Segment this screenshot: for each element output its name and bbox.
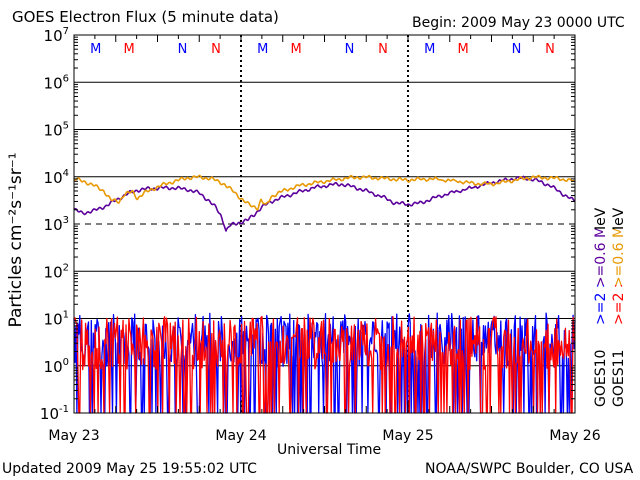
y-tick-label: 101 xyxy=(44,310,69,329)
legend-goes11-label: GOES11 xyxy=(611,349,627,407)
y-axis-label: Particles cm⁻²s⁻¹sr⁻¹ xyxy=(6,152,26,328)
data-series xyxy=(73,174,576,414)
x-tick-label: May 26 xyxy=(549,428,600,444)
midnight-marker: M xyxy=(257,42,268,57)
y-tick-base: 10 xyxy=(44,216,63,234)
noon-marker: N xyxy=(512,42,522,57)
y-tick-base: 10 xyxy=(44,263,63,281)
series--2-mev-goes11 xyxy=(73,315,576,414)
y-tick-base: 10 xyxy=(44,311,63,329)
y-tick-label: 10-1 xyxy=(40,404,69,423)
x-axis-label: Universal Time xyxy=(277,442,382,458)
noon-marker: N xyxy=(378,42,388,57)
grid-lines xyxy=(74,81,575,367)
midnight-marker: M xyxy=(291,42,302,57)
midnight-marker: M xyxy=(90,42,101,57)
noon-marker: N xyxy=(345,42,355,57)
noon-marker: N xyxy=(545,42,555,57)
y-tick-base: 10 xyxy=(44,169,63,187)
y-tick-base: 10 xyxy=(44,358,63,376)
noon-marker: N xyxy=(211,42,221,57)
series--0-6-mev-goes10 xyxy=(73,175,576,232)
series--0-6-mev-goes11 xyxy=(73,174,576,211)
y-tick-exponent: 7 xyxy=(63,26,69,37)
y-tick-exponent: 0 xyxy=(63,357,69,368)
y-tick-exponent: 5 xyxy=(63,121,69,132)
noon-marker: N xyxy=(178,42,188,57)
midnight-marker: M xyxy=(124,42,135,57)
y-tick-base: 10 xyxy=(44,122,63,140)
x-tick-label: May 23 xyxy=(48,428,99,444)
legend-rotator: GOES10 >=2 >=0.6 MeV GOES11 >=2 >=0.6 Me… xyxy=(592,157,628,407)
midnight-marker: M xyxy=(458,42,469,57)
x-tick-label: May 25 xyxy=(382,428,433,444)
y-tick-base: 10 xyxy=(44,27,63,45)
y-tick-label: 105 xyxy=(44,121,69,140)
updated-timestamp: Updated 2009 May 25 19:55:02 UTC xyxy=(2,461,257,477)
legend-row-goes10: GOES10 >=2 >=0.6 MeV xyxy=(592,157,610,407)
x-tick-label: May 24 xyxy=(215,428,266,444)
y-tick-exponent: 2 xyxy=(63,262,69,273)
y-tick-label: 104 xyxy=(44,168,69,187)
y-tick-exponent: 4 xyxy=(63,168,69,179)
y-tick-label: 100 xyxy=(44,357,69,376)
y-tick-exponent: -1 xyxy=(59,404,69,415)
y-tick-exponent: 6 xyxy=(63,73,69,84)
y-tick-label: 103 xyxy=(44,215,69,234)
midnight-marker: M xyxy=(424,42,435,57)
legend-goes10-mev: >=2 >=0.6 MeV xyxy=(593,207,609,325)
y-tick-base: 10 xyxy=(40,405,59,423)
chart-title: GOES Electron Flux (5 minute data) xyxy=(12,8,279,26)
y-tick-label: 106 xyxy=(44,73,69,92)
y-tick-exponent: 1 xyxy=(63,310,69,321)
credit-label: NOAA/SWPC Boulder, CO USA xyxy=(425,461,634,477)
legend-goes11-mev: >=2 >=0.6 MeV xyxy=(611,207,627,325)
legend-goes10-label: GOES10 xyxy=(593,349,609,407)
legend-row-goes11: GOES11 >=2 >=0.6 MeV xyxy=(610,157,628,407)
y-tick-exponent: 3 xyxy=(63,215,69,226)
y-tick-base: 10 xyxy=(44,74,63,92)
begin-label: Begin: 2009 May 23 0000 UTC xyxy=(412,15,625,31)
y-tick-label: 107 xyxy=(44,26,69,45)
y-tick-label: 102 xyxy=(44,262,69,281)
